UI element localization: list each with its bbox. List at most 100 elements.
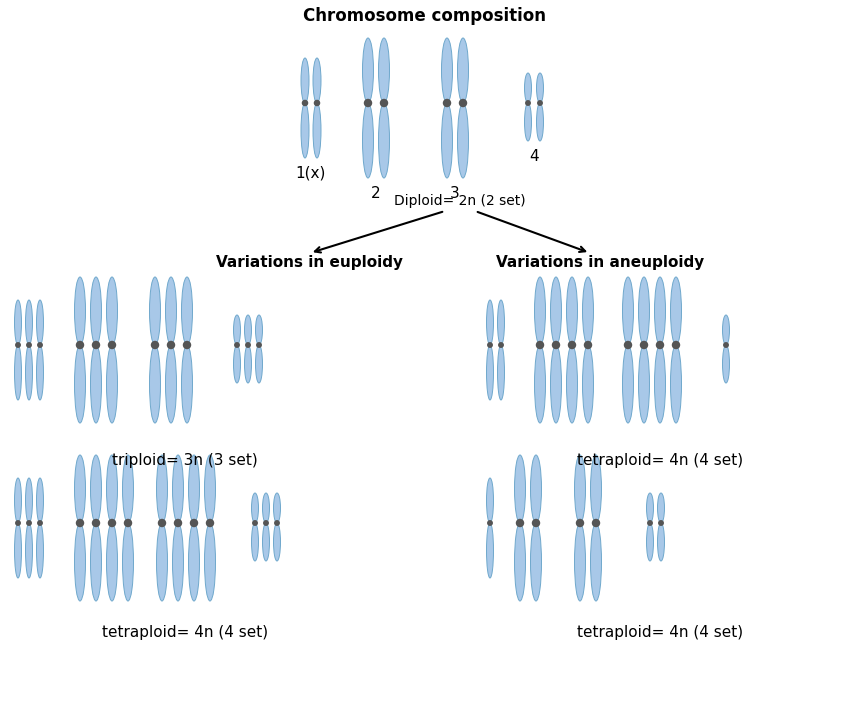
Circle shape: [641, 342, 648, 349]
Ellipse shape: [245, 345, 252, 383]
Ellipse shape: [166, 345, 177, 423]
Ellipse shape: [658, 523, 665, 561]
Ellipse shape: [37, 478, 43, 523]
Ellipse shape: [551, 345, 562, 423]
Text: Variations in euploidy: Variations in euploidy: [217, 255, 404, 270]
Circle shape: [151, 342, 158, 349]
Text: tetraploid= 4n (4 set): tetraploid= 4n (4 set): [102, 625, 268, 640]
Circle shape: [576, 520, 583, 526]
Circle shape: [538, 101, 542, 106]
Ellipse shape: [457, 38, 468, 103]
Ellipse shape: [638, 345, 649, 423]
Ellipse shape: [182, 277, 192, 345]
Ellipse shape: [575, 523, 586, 601]
Ellipse shape: [26, 478, 32, 523]
Ellipse shape: [252, 523, 258, 561]
Ellipse shape: [205, 455, 216, 523]
Ellipse shape: [536, 73, 543, 103]
Circle shape: [76, 520, 83, 526]
Circle shape: [93, 520, 99, 526]
Ellipse shape: [75, 345, 86, 423]
Ellipse shape: [166, 277, 177, 345]
Circle shape: [16, 343, 20, 347]
Ellipse shape: [75, 455, 86, 523]
Text: 2: 2: [371, 186, 381, 201]
Circle shape: [124, 520, 132, 526]
Ellipse shape: [14, 478, 21, 523]
Circle shape: [37, 520, 42, 525]
Circle shape: [167, 342, 174, 349]
Ellipse shape: [90, 455, 101, 523]
Ellipse shape: [263, 493, 269, 523]
Ellipse shape: [551, 277, 562, 345]
Ellipse shape: [90, 345, 101, 423]
Ellipse shape: [582, 277, 593, 345]
Ellipse shape: [26, 345, 32, 400]
Text: 1(x): 1(x): [296, 166, 326, 181]
Ellipse shape: [647, 493, 654, 523]
Text: Variations in aneuploidy: Variations in aneuploidy: [496, 255, 704, 270]
Ellipse shape: [654, 277, 666, 345]
Ellipse shape: [524, 73, 531, 103]
Ellipse shape: [90, 523, 101, 601]
Ellipse shape: [182, 345, 192, 423]
Ellipse shape: [486, 478, 494, 523]
Ellipse shape: [189, 455, 200, 523]
Circle shape: [488, 520, 492, 525]
Ellipse shape: [256, 315, 263, 345]
Circle shape: [536, 342, 543, 349]
Circle shape: [659, 520, 663, 525]
Circle shape: [592, 520, 599, 526]
Ellipse shape: [722, 345, 729, 383]
Ellipse shape: [173, 523, 184, 601]
Circle shape: [109, 342, 116, 349]
Ellipse shape: [37, 523, 43, 578]
Ellipse shape: [256, 345, 263, 383]
Ellipse shape: [263, 523, 269, 561]
Circle shape: [109, 520, 116, 526]
Ellipse shape: [313, 58, 321, 103]
Circle shape: [532, 520, 540, 526]
Ellipse shape: [14, 345, 21, 400]
Circle shape: [303, 101, 308, 106]
Ellipse shape: [189, 523, 200, 601]
Circle shape: [235, 343, 239, 347]
Ellipse shape: [441, 38, 452, 103]
Ellipse shape: [582, 345, 593, 423]
Ellipse shape: [37, 345, 43, 400]
Ellipse shape: [497, 345, 505, 400]
Ellipse shape: [638, 277, 649, 345]
Ellipse shape: [566, 277, 577, 345]
Ellipse shape: [156, 455, 167, 523]
Circle shape: [723, 343, 728, 347]
Circle shape: [444, 100, 450, 106]
Ellipse shape: [658, 493, 665, 523]
Ellipse shape: [524, 103, 531, 141]
Ellipse shape: [535, 345, 546, 423]
Circle shape: [526, 101, 530, 106]
Ellipse shape: [486, 523, 494, 578]
Ellipse shape: [106, 523, 117, 601]
Ellipse shape: [26, 523, 32, 578]
Ellipse shape: [150, 277, 161, 345]
Ellipse shape: [457, 103, 468, 178]
Ellipse shape: [150, 345, 161, 423]
Ellipse shape: [245, 315, 252, 345]
Ellipse shape: [671, 345, 682, 423]
Circle shape: [275, 520, 280, 525]
Ellipse shape: [486, 300, 494, 345]
Circle shape: [499, 343, 503, 347]
Text: tetraploid= 4n (4 set): tetraploid= 4n (4 set): [577, 453, 743, 468]
Ellipse shape: [591, 455, 602, 523]
Text: Chromosome composition: Chromosome composition: [303, 7, 547, 25]
Ellipse shape: [441, 103, 452, 178]
Circle shape: [174, 520, 182, 526]
Circle shape: [625, 342, 632, 349]
Ellipse shape: [566, 345, 577, 423]
Ellipse shape: [75, 277, 86, 345]
Circle shape: [552, 342, 559, 349]
Circle shape: [648, 520, 652, 525]
Ellipse shape: [301, 103, 309, 158]
Circle shape: [257, 343, 261, 347]
Ellipse shape: [313, 103, 321, 158]
